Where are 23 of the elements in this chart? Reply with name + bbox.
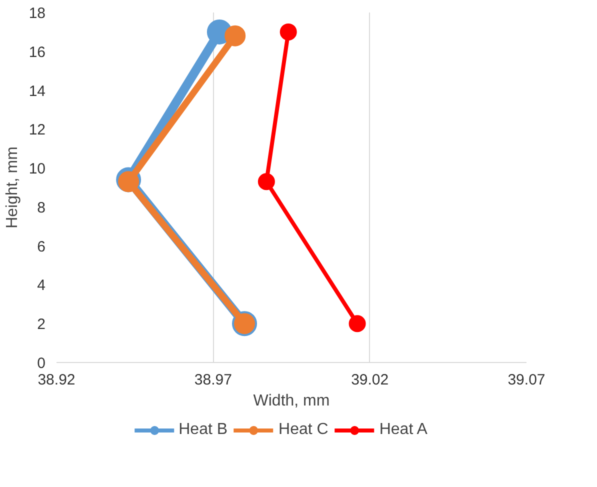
y-tick-label: 4 [37, 277, 46, 294]
legend-label: Heat B [178, 421, 228, 439]
x-tick-label: 38.92 [38, 372, 76, 388]
x-tick-label: 38.97 [194, 372, 232, 388]
y-tick-label: 18 [28, 5, 46, 22]
y-tick-label: 16 [28, 44, 46, 61]
y-tick-label: 6 [37, 238, 46, 256]
point [224, 25, 246, 46]
legend-label: Heat A [379, 421, 428, 439]
y-tick-label: 0 [37, 355, 46, 372]
y-tick-label: 8 [37, 199, 46, 216]
point [348, 315, 366, 332]
legend-label: Heat C [278, 421, 328, 439]
y-tick-label: 14 [28, 82, 46, 100]
y-tick-label: 12 [28, 122, 46, 139]
y-tick-label: 2 [37, 316, 46, 334]
x-axis-title: Width, mm [253, 392, 330, 410]
x-tick-label: 39.02 [351, 372, 389, 388]
y-tick-label: 10 [28, 160, 46, 178]
x-tick-label: 39.07 [508, 372, 546, 388]
y-axis-title: Height, mm [4, 146, 21, 228]
point [280, 23, 297, 40]
point [258, 173, 275, 190]
